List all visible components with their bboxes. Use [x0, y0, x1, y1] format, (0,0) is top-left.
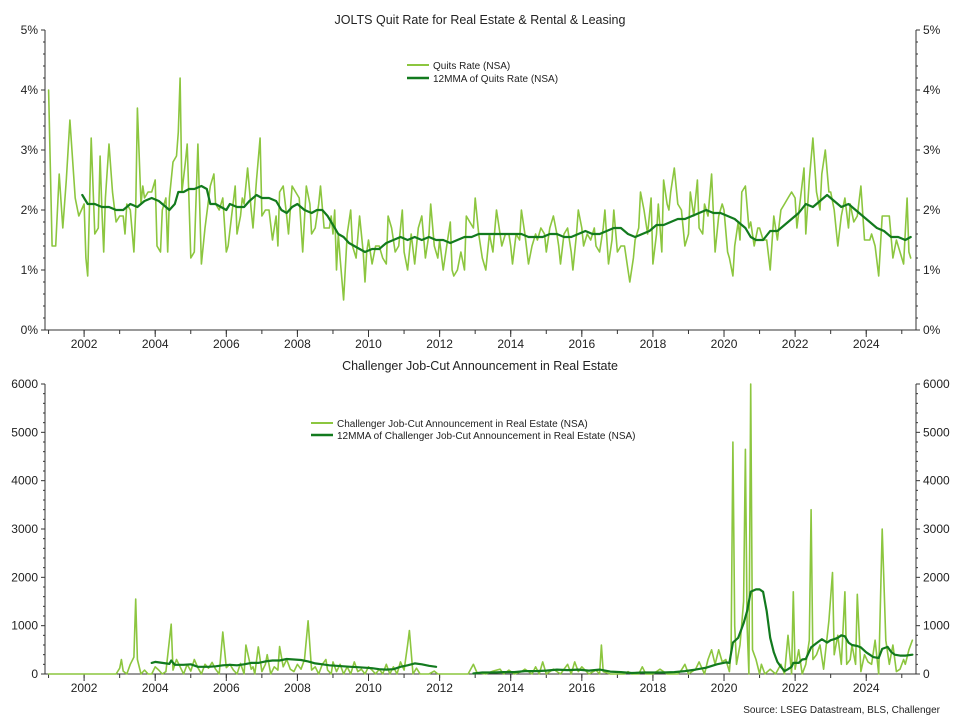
- jobcut-x-tick-label: 2008: [284, 681, 311, 695]
- quits-x-tick-label: 2008: [284, 337, 311, 351]
- jobcut-y-tick-label-left: 1000: [11, 619, 38, 633]
- quits-x-tick-label: 2012: [426, 337, 453, 351]
- quits-series-raw-line: [47, 77, 912, 301]
- jobcut-x-tick-label: 2022: [782, 681, 809, 695]
- quits-x-tick-label: 2002: [71, 337, 98, 351]
- quits-y-tick-label-right: 2%: [923, 203, 941, 217]
- jobcut-y-tick-label-left: 6000: [11, 377, 38, 391]
- jobcut-x-tick-label: 2014: [497, 681, 524, 695]
- jobcut-y-tick-label-right: 4000: [923, 474, 950, 488]
- jobcut-x-tick-label: 2004: [142, 681, 169, 695]
- quits-chart-legend: Quits Rate (NSA) 12MMA of Quits Rate (NS…: [407, 61, 558, 85]
- quits-chart: JOLTS Quit Rate for Real Estate & Rental…: [21, 13, 941, 351]
- quits-chart-title: JOLTS Quit Rate for Real Estate & Rental…: [335, 13, 626, 27]
- jobcut-y-tick-label-right: 1000: [923, 619, 950, 633]
- jobcut-axes: 0 0 1000 1000 2000 2000 3000 3000 4000 4000 5000 50…: [11, 377, 950, 695]
- jobcut-y-tick-label-left: 2000: [11, 570, 38, 584]
- quits-x-tick-label: 2020: [711, 337, 738, 351]
- legend-label-jobcut: Challenger Job-Cut Announcement in Real …: [337, 419, 588, 430]
- jobcut-y-tick-label-right: 5000: [923, 425, 950, 439]
- quits-y-tick-label-left: 3%: [21, 143, 39, 157]
- jobcut-series-raw-line: [47, 383, 914, 675]
- jobcut-series-12mma-line: [150, 657, 438, 671]
- quits-x-tick-label: 2004: [142, 337, 169, 351]
- jobcut-y-tick-label-left: 3000: [11, 522, 38, 536]
- quits-x-tick-label: 2006: [213, 337, 240, 351]
- legend-label-quits-12mma: 12MMA of Quits Rate (NSA): [433, 74, 558, 85]
- legend-label-quits-rate: Quits Rate (NSA): [433, 61, 510, 72]
- quits-y-tick-label-right: 1%: [923, 263, 941, 277]
- jobcut-y-tick-label-right: 6000: [923, 377, 950, 391]
- jobcut-x-tick-label: 2024: [853, 681, 880, 695]
- jobcut-x-tick-label: 2018: [640, 681, 667, 695]
- jobcut-y-tick-label-right: 3000: [923, 522, 950, 536]
- jobcut-chart: Challenger Job-Cut Announcement in Real …: [11, 359, 950, 695]
- jobcut-y-tick-label-left: 0: [31, 667, 38, 681]
- source-note: Source: LSEG Datastream, BLS, Challenger: [743, 705, 940, 716]
- quits-x-tick-label: 2016: [568, 337, 595, 351]
- quits-y-tick-label-left: 5%: [21, 23, 39, 37]
- quits-x-tick-label: 2010: [355, 337, 382, 351]
- jobcut-x-tick-label: 2012: [426, 681, 453, 695]
- jobcut-y-tick-label-left: 5000: [11, 425, 38, 439]
- quits-x-tick-label: 2022: [782, 337, 809, 351]
- jobcut-y-tick-label-right: 0: [923, 667, 930, 681]
- quits-y-tick-label-left: 4%: [21, 83, 39, 97]
- jobcut-x-tick-label: 2006: [213, 681, 240, 695]
- quits-y-tick-label-right: 3%: [923, 143, 941, 157]
- quits-series-12mma-line: [81, 184, 912, 254]
- legend-label-jobcut-12mma: 12MMA of Challenger Job-Cut Announcement…: [337, 431, 636, 442]
- quits-x-tick-label: 2018: [640, 337, 667, 351]
- quits-y-tick-label-left: 0%: [21, 323, 39, 337]
- quits-x-tick-label: 2024: [853, 337, 880, 351]
- quits-y-tick-label-right: 4%: [923, 83, 941, 97]
- jobcut-x-tick-label: 2010: [355, 681, 382, 695]
- quits-y-tick-label-left: 2%: [21, 203, 39, 217]
- jobcut-x-tick-label: 2020: [711, 681, 738, 695]
- jobcut-series-12mma-line: [472, 588, 914, 675]
- jobcut-x-tick-label: 2016: [568, 681, 595, 695]
- jobcut-x-tick-label: 2002: [71, 681, 98, 695]
- quits-y-tick-label-right: 0%: [923, 323, 941, 337]
- jobcut-y-tick-label-right: 2000: [923, 570, 950, 584]
- quits-x-tick-label: 2014: [497, 337, 524, 351]
- jobcut-y-tick-label-left: 4000: [11, 474, 38, 488]
- quits-y-tick-label-right: 5%: [923, 23, 941, 37]
- jobcut-chart-title: Challenger Job-Cut Announcement in Real …: [342, 359, 618, 373]
- quits-axes: 0% 0% 1% 1% 2% 2% 3% 3% 4% 4% 5% 5% 2002 2004 2006 2008…: [21, 23, 941, 351]
- quits-y-tick-label-left: 1%: [21, 263, 39, 277]
- jobcut-chart-legend: Challenger Job-Cut Announcement in Real …: [311, 419, 636, 442]
